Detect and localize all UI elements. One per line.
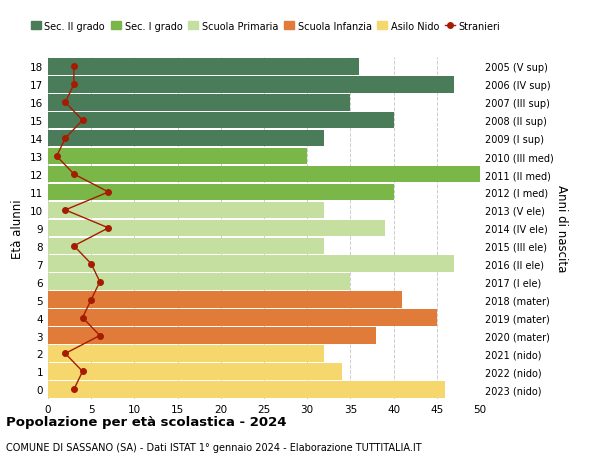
- Legend: Sec. II grado, Sec. I grado, Scuola Primaria, Scuola Infanzia, Asilo Nido, Stran: Sec. II grado, Sec. I grado, Scuola Prim…: [27, 18, 505, 35]
- Bar: [48, 131, 325, 147]
- Bar: [48, 59, 359, 75]
- Y-axis label: Età alunni: Età alunni: [11, 199, 25, 258]
- Bar: [48, 292, 402, 308]
- Bar: [48, 202, 325, 218]
- Bar: [48, 113, 394, 129]
- Bar: [48, 95, 350, 111]
- Bar: [48, 274, 350, 290]
- Bar: [48, 220, 385, 236]
- Text: Popolazione per età scolastica - 2024: Popolazione per età scolastica - 2024: [6, 415, 287, 428]
- Bar: [48, 256, 454, 272]
- Bar: [48, 346, 325, 362]
- Bar: [48, 310, 437, 326]
- Bar: [48, 149, 307, 165]
- Bar: [48, 364, 342, 380]
- Text: COMUNE DI SASSANO (SA) - Dati ISTAT 1° gennaio 2024 - Elaborazione TUTTITALIA.IT: COMUNE DI SASSANO (SA) - Dati ISTAT 1° g…: [6, 442, 422, 452]
- Y-axis label: Anni di nascita: Anni di nascita: [554, 185, 568, 272]
- Bar: [48, 185, 394, 201]
- Bar: [48, 328, 376, 344]
- Bar: [48, 77, 454, 93]
- Bar: [48, 167, 480, 183]
- Bar: [48, 238, 325, 254]
- Bar: [48, 381, 445, 397]
